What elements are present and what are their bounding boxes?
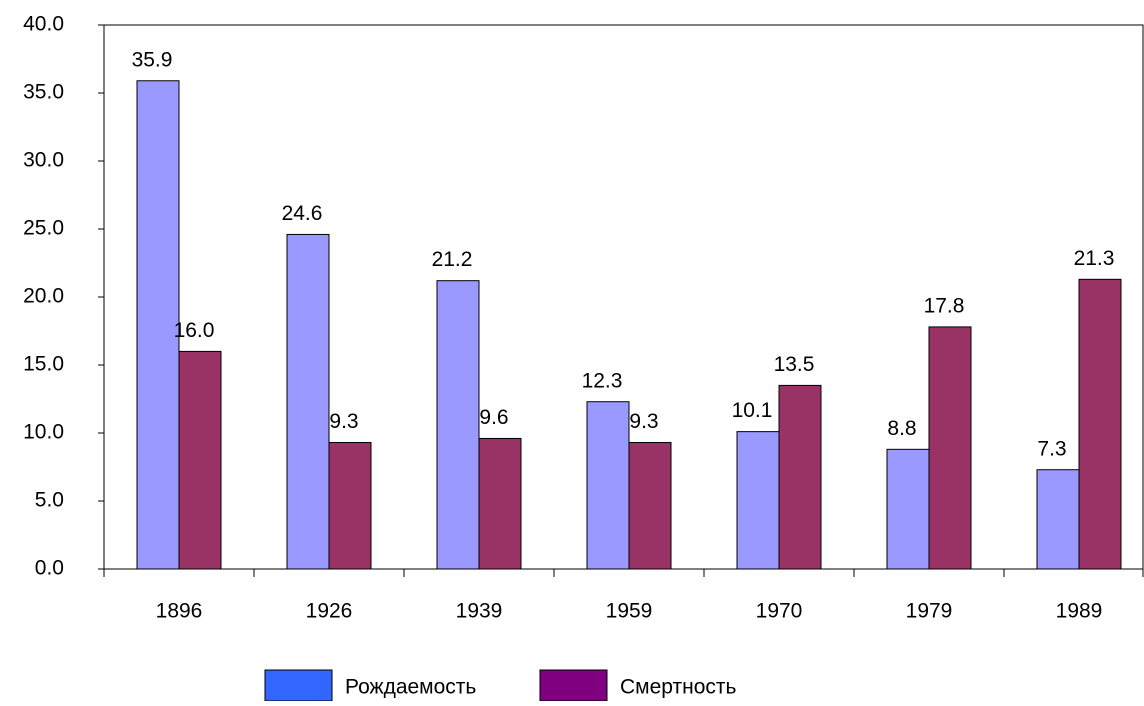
bar	[286, 233, 330, 570]
x-tick-label: 1979	[906, 600, 953, 623]
value-label: 16.0	[174, 319, 215, 342]
bar	[1078, 278, 1122, 570]
value-label: 9.6	[479, 406, 508, 429]
legend-swatch	[264, 669, 333, 702]
bar	[1036, 469, 1080, 570]
x-tick-label: 1989	[1056, 600, 1103, 623]
x-tick-label: 1970	[756, 600, 803, 623]
value-label: 7.3	[1037, 437, 1066, 460]
y-tick-label: 15.0	[23, 353, 64, 376]
bar	[136, 80, 180, 570]
value-label: 21.2	[432, 248, 473, 271]
x-tick-label: 1939	[456, 600, 503, 623]
bar	[586, 401, 630, 570]
value-label: 13.5	[774, 353, 815, 376]
bar	[178, 350, 222, 570]
value-label: 10.1	[732, 399, 773, 422]
y-tick-label: 30.0	[23, 149, 64, 172]
value-label: 12.3	[582, 369, 623, 392]
y-tick-label: 40.0	[23, 13, 64, 36]
legend-label: Рождаемость	[345, 676, 476, 699]
x-tick-label: 1896	[156, 600, 203, 623]
y-tick-label: 35.0	[23, 81, 64, 104]
value-label: 24.6	[282, 202, 323, 225]
x-tick-label: 1926	[306, 600, 353, 623]
bar	[628, 442, 672, 570]
y-tick-label: 5.0	[35, 489, 64, 512]
value-label: 21.3	[1074, 247, 1115, 270]
legend-label: Смертность	[620, 676, 737, 699]
y-tick-label: 20.0	[23, 285, 64, 308]
bar	[886, 448, 930, 570]
y-tick-label: 10.0	[23, 421, 64, 444]
x-tick-label: 1959	[606, 600, 653, 623]
bar	[736, 431, 780, 570]
legend-swatch	[539, 669, 608, 702]
bar	[478, 437, 522, 570]
bar	[436, 280, 480, 570]
value-label: 9.3	[329, 410, 358, 433]
y-tick-label: 25.0	[23, 217, 64, 240]
bar	[778, 384, 822, 570]
bar	[328, 442, 372, 570]
y-tick-label: 0.0	[35, 557, 64, 580]
value-label: 8.8	[887, 417, 916, 440]
value-label: 9.3	[629, 410, 658, 433]
bar	[928, 326, 972, 570]
value-label: 17.8	[924, 294, 965, 317]
value-label: 35.9	[132, 48, 173, 71]
